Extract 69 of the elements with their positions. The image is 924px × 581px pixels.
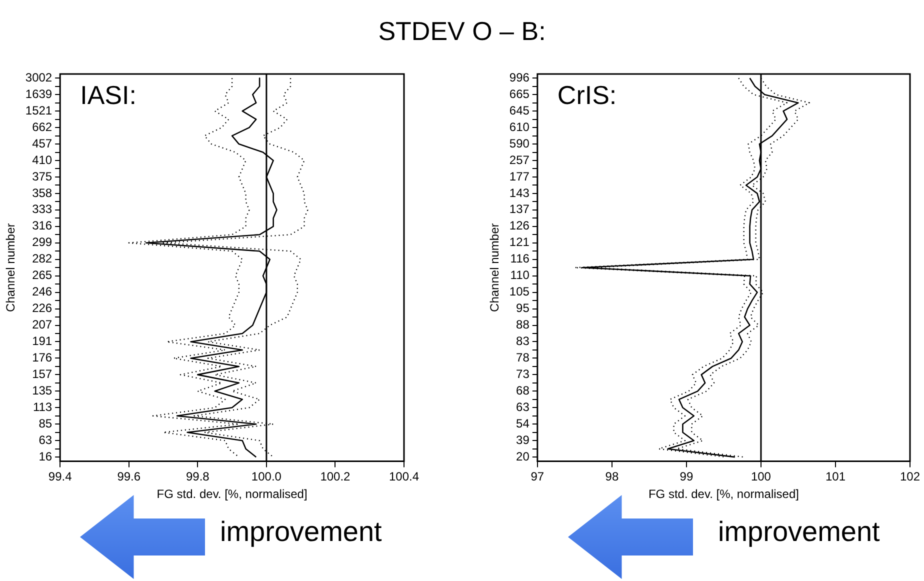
x-tick-label: 97 [530, 470, 544, 484]
x-tick-label: 99 [680, 470, 694, 484]
text: STDEV O – B: [377, 16, 547, 47]
x-tick-label: 98 [605, 470, 619, 484]
y-tick-label: 85 [38, 416, 52, 430]
y-tick-label: 590 [509, 136, 530, 150]
x-tick-label: 101 [825, 470, 846, 484]
y-tick-label: 333 [32, 202, 52, 216]
y-tick-label: 662 [32, 120, 52, 134]
y-tick-label: 54 [516, 416, 530, 430]
y-tick-label: 95 [516, 301, 530, 316]
y-tick-label: 226 [32, 301, 52, 316]
y-tick-label: 126 [509, 218, 530, 233]
y-tick-label: 996 [509, 70, 530, 84]
y-tick-label: 176 [32, 350, 52, 365]
y-tick-label: 135 [32, 383, 52, 398]
y-tick-label: 299 [32, 235, 52, 250]
text: improvement [220, 516, 382, 548]
annotation: IASI: [80, 80, 136, 110]
text: improvement [718, 516, 880, 548]
y-axis-title: Channel number [4, 223, 18, 312]
y-tick-label: 88 [516, 318, 530, 332]
y-tick-label: 645 [509, 103, 530, 118]
x-tick-label: 100.2 [320, 470, 351, 484]
x-tick-label: 100.4 [388, 470, 420, 484]
y-tick-label: 358 [32, 186, 52, 200]
y-tick-label: 116 [510, 252, 530, 266]
y-tick-label: 246 [32, 284, 52, 299]
y-tick-label: 610 [509, 120, 530, 134]
y-tick-label: 137 [509, 202, 530, 216]
y-tick-label: 78 [516, 350, 530, 365]
x-tick-label: 99.8 [186, 470, 210, 484]
y-tick-label: 282 [32, 252, 52, 266]
x-tick-label: 99.6 [117, 470, 141, 484]
x-tick-label: 102 [900, 470, 920, 484]
y-tick-label: 157 [32, 367, 52, 382]
y-tick-label: 16 [38, 449, 52, 464]
y-tick-label: 83 [516, 334, 530, 348]
y-tick-label: 113 [32, 400, 52, 414]
y-tick-label: 3002 [25, 70, 52, 84]
y-tick-label: 73 [516, 367, 530, 382]
x-tick-label: 100 [750, 470, 772, 484]
x-axis-title: FG std. dev. [%, normalised] [156, 487, 308, 502]
y-tick-label: 1639 [25, 86, 52, 101]
y-tick-label: 375 [32, 169, 52, 184]
y-tick-label: 316 [32, 218, 52, 233]
y-tick-label: 207 [32, 318, 52, 332]
y-tick-label: 457 [32, 136, 52, 150]
y-tick-label: 63 [38, 432, 52, 447]
y-tick-label: 121 [509, 235, 530, 250]
y-axis-title: Channel number [488, 223, 502, 312]
y-tick-label: 63 [516, 400, 530, 414]
y-tick-label: 68 [516, 383, 530, 398]
x-tick-label: 99.4 [48, 470, 72, 484]
y-tick-label: 177 [509, 169, 530, 184]
annotation: CrIS: [557, 80, 617, 110]
y-tick-label: 20 [516, 449, 530, 464]
y-tick-label: 105 [509, 284, 530, 299]
y-tick-label: 110 [510, 268, 530, 282]
y-tick-label: 257 [509, 152, 530, 167]
x-axis-title: FG std. dev. [%, normalised] [648, 487, 799, 502]
x-tick-label: 100.0 [251, 470, 282, 484]
y-tick-label: 265 [32, 268, 52, 282]
y-tick-label: 410 [32, 152, 52, 167]
y-tick-label: 1521 [25, 103, 52, 118]
y-tick-label: 191 [32, 334, 52, 348]
y-tick-label: 39 [516, 432, 530, 447]
y-tick-label: 665 [509, 86, 530, 101]
y-tick-label: 143 [509, 186, 530, 200]
